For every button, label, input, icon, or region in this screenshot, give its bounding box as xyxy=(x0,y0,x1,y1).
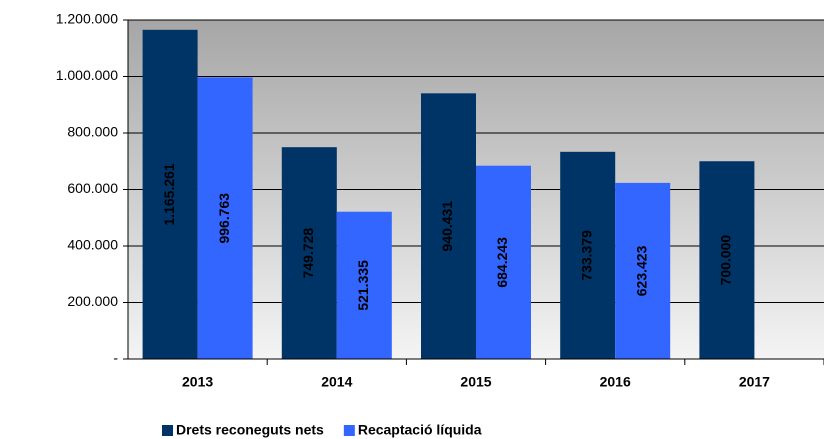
data-label: 684.243 xyxy=(494,237,510,288)
x-tick-label: 2016 xyxy=(600,374,631,390)
y-tick-label: 800.000 xyxy=(67,124,118,140)
legend-swatch xyxy=(162,425,173,436)
y-tick-label: 1.000.000 xyxy=(56,67,118,83)
data-label: 521.335 xyxy=(355,260,371,311)
bar xyxy=(476,165,531,359)
y-tick-label: 1.200.000 xyxy=(56,11,118,27)
bar xyxy=(336,211,392,359)
legend-label: Drets reconeguts nets xyxy=(176,422,324,438)
bar xyxy=(615,182,671,359)
y-tick-label: 200.000 xyxy=(67,293,118,309)
bar xyxy=(142,29,198,359)
bar xyxy=(281,147,337,359)
y-tick-label: 400.000 xyxy=(67,237,118,253)
data-label: 940.431 xyxy=(439,201,455,252)
x-tick-label: 2013 xyxy=(182,374,213,390)
y-tick-label: 600.000 xyxy=(67,180,118,196)
x-tick-label: 2015 xyxy=(460,374,491,390)
bar xyxy=(699,161,755,359)
legend-label: Recaptació líquida xyxy=(358,422,482,438)
data-label: 1.165.261 xyxy=(161,163,177,225)
legend-swatch xyxy=(343,425,355,436)
data-label: 996.763 xyxy=(216,193,232,244)
bar xyxy=(197,77,253,359)
y-tick-label: - xyxy=(113,350,118,366)
bar xyxy=(421,93,476,359)
x-tick-label: 2014 xyxy=(321,374,352,390)
data-label: 623.423 xyxy=(633,245,649,296)
data-label: 733.379 xyxy=(578,230,594,281)
data-label: 700.000 xyxy=(718,235,734,286)
bar xyxy=(560,151,616,359)
x-tick-label: 2017 xyxy=(739,374,770,390)
data-label: 749.728 xyxy=(300,228,316,279)
